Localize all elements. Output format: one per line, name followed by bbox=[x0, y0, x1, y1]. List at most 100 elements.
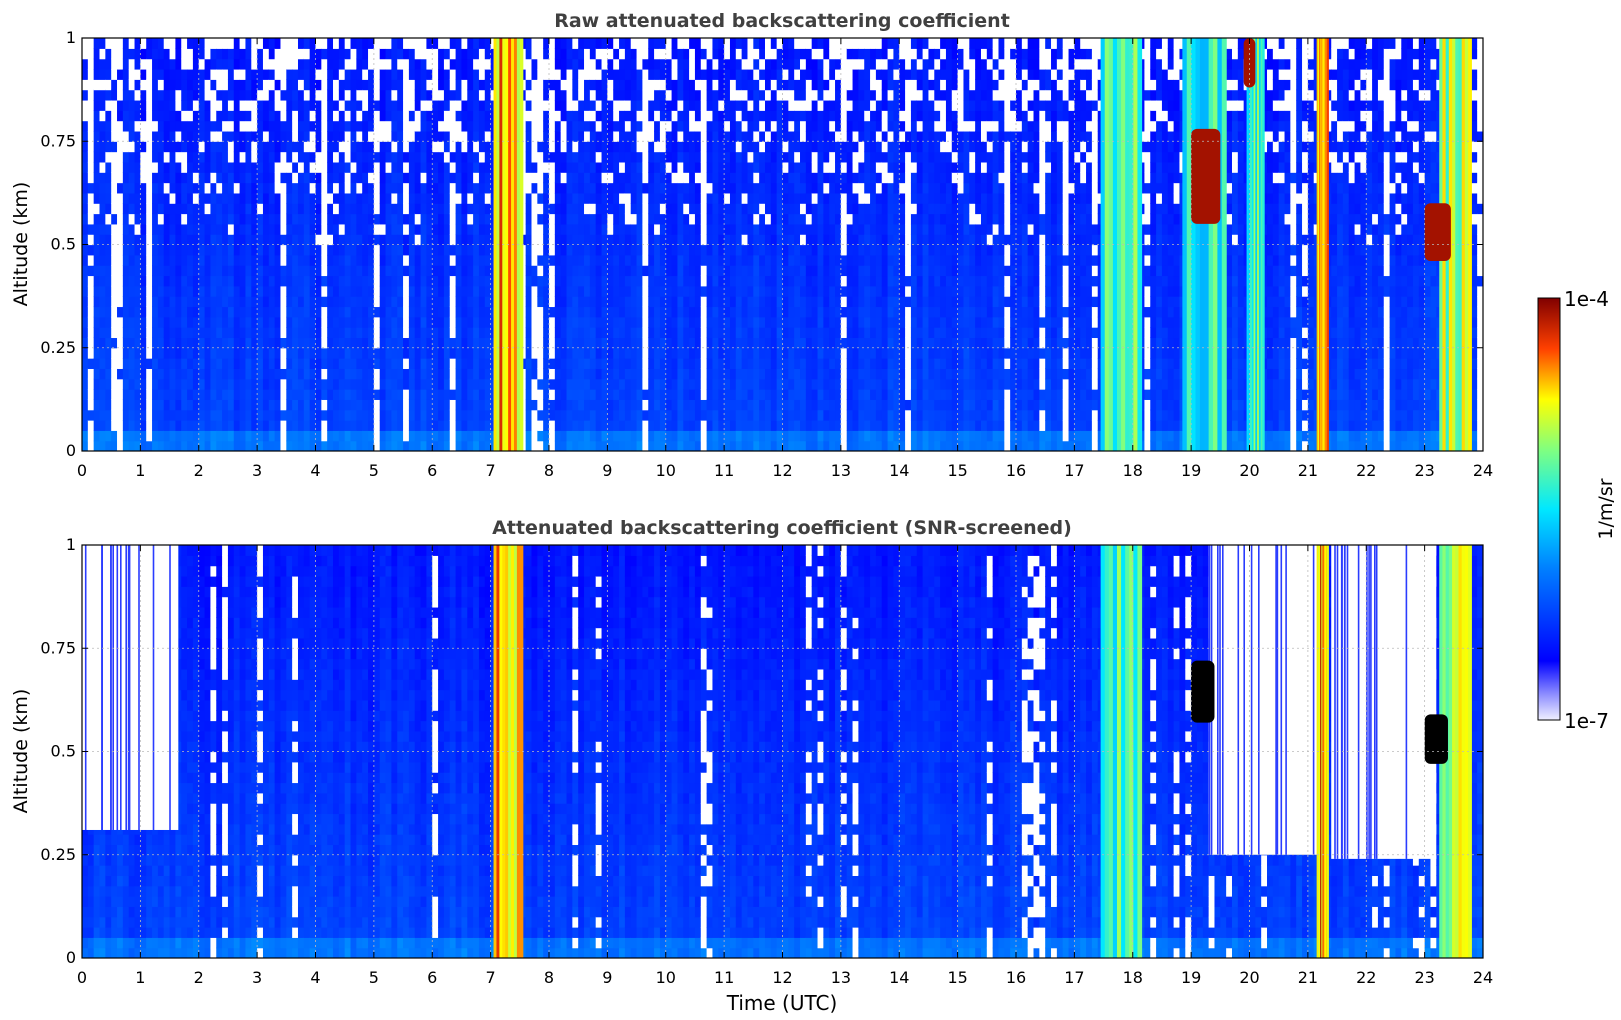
heatmap-cell bbox=[595, 306, 603, 318]
heatmap-cell bbox=[216, 337, 223, 349]
heatmap-cell bbox=[805, 430, 813, 442]
heatmap-cell bbox=[741, 141, 749, 153]
heatmap-cell bbox=[134, 203, 141, 215]
heatmap-cell bbox=[543, 420, 550, 431]
heatmap-cell bbox=[694, 79, 702, 91]
heatmap-cell bbox=[385, 223, 392, 235]
heatmap-cell bbox=[671, 48, 679, 60]
heatmap-cell bbox=[478, 48, 486, 60]
heatmap-cell bbox=[659, 440, 667, 451]
heatmap-cell bbox=[776, 244, 784, 256]
heatmap-cell bbox=[764, 99, 772, 111]
heatmap-cell bbox=[665, 316, 673, 328]
heatmap-cell bbox=[87, 265, 95, 277]
heatmap-cell bbox=[128, 244, 136, 256]
heatmap-cell bbox=[642, 358, 649, 369]
heatmap-cell bbox=[350, 213, 357, 225]
heatmap-cell bbox=[619, 192, 626, 204]
heatmap-cell bbox=[268, 368, 276, 380]
heatmap-cell bbox=[262, 38, 270, 49]
heatmap-cell bbox=[467, 68, 474, 80]
heatmap-cell bbox=[408, 244, 416, 256]
heatmap-cell bbox=[729, 151, 737, 163]
heatmap-cell bbox=[683, 89, 690, 101]
heatmap-cell bbox=[169, 172, 176, 184]
heatmap-cell bbox=[665, 265, 673, 277]
heatmap-cell bbox=[350, 296, 357, 308]
heatmap-cell bbox=[315, 430, 322, 442]
heatmap-cell bbox=[484, 409, 492, 421]
heatmap-cell bbox=[589, 244, 597, 256]
heatmap-cell bbox=[210, 161, 217, 173]
heatmap-cell bbox=[245, 389, 252, 400]
heatmap-cell bbox=[578, 130, 585, 142]
heatmap-cell bbox=[192, 120, 200, 132]
heatmap-cell bbox=[204, 161, 212, 173]
heatmap-cell bbox=[368, 130, 375, 142]
heatmap-cell bbox=[578, 89, 585, 101]
heatmap-cell bbox=[589, 38, 597, 49]
heatmap-cell bbox=[718, 79, 725, 91]
heatmap-cell bbox=[607, 296, 614, 308]
heatmap-cell bbox=[694, 430, 702, 442]
heatmap-cell bbox=[105, 254, 112, 266]
heatmap-cell bbox=[531, 48, 538, 60]
heatmap-cell bbox=[315, 223, 322, 235]
heatmap-cell bbox=[403, 254, 410, 266]
heatmap-cell bbox=[432, 182, 439, 194]
heatmap-cell bbox=[794, 430, 801, 442]
heatmap-cell bbox=[566, 399, 573, 411]
heatmap-cell bbox=[525, 275, 533, 287]
heatmap-cell bbox=[554, 265, 562, 277]
heatmap-cell bbox=[356, 316, 363, 328]
heatmap-cell bbox=[362, 378, 369, 390]
heatmap-cell bbox=[134, 223, 141, 235]
heatmap-cell bbox=[753, 38, 760, 49]
heatmap-cell bbox=[128, 420, 136, 431]
heatmap-cell bbox=[338, 254, 346, 266]
heatmap-cell bbox=[729, 399, 737, 411]
heatmap-cell bbox=[589, 110, 597, 122]
heatmap-cell bbox=[379, 420, 387, 431]
heatmap-cell bbox=[99, 378, 106, 390]
heatmap-cell bbox=[735, 141, 743, 153]
heatmap-cell bbox=[303, 120, 311, 132]
heatmap-cell bbox=[683, 316, 690, 328]
heatmap-cell bbox=[560, 234, 568, 246]
heatmap-cell bbox=[467, 409, 474, 421]
heatmap-cell bbox=[338, 430, 346, 442]
heatmap-cell bbox=[677, 99, 684, 111]
heatmap-cell bbox=[794, 244, 801, 256]
heatmap-cell bbox=[140, 130, 147, 142]
heatmap-cell bbox=[333, 399, 340, 411]
heatmap-cell bbox=[368, 254, 375, 266]
heatmap-cell bbox=[222, 213, 229, 225]
heatmap-cell bbox=[800, 58, 807, 70]
heatmap-cell bbox=[245, 79, 252, 91]
heatmap-cell bbox=[93, 440, 101, 451]
heatmap-cell bbox=[181, 79, 188, 91]
heatmap-cell bbox=[140, 234, 147, 246]
heatmap-cell bbox=[157, 151, 165, 163]
heatmap-cell bbox=[397, 327, 404, 339]
heatmap-cell bbox=[175, 172, 182, 184]
heatmap-cell bbox=[397, 89, 404, 101]
heatmap-cell bbox=[782, 409, 789, 421]
heatmap-cell bbox=[163, 38, 171, 49]
heatmap-cell bbox=[391, 368, 398, 380]
heatmap-cell bbox=[601, 296, 608, 308]
heatmap-cell bbox=[613, 172, 620, 184]
heatmap-cell bbox=[595, 254, 603, 266]
heatmap-cell bbox=[560, 48, 568, 60]
heatmap-cell bbox=[216, 79, 223, 91]
heatmap-cell bbox=[391, 378, 398, 390]
heatmap-cell bbox=[309, 182, 317, 194]
heatmap-cell bbox=[700, 203, 708, 215]
heatmap-cell bbox=[659, 389, 667, 400]
heatmap-cell bbox=[93, 316, 101, 328]
heatmap-cell bbox=[747, 79, 754, 91]
heatmap-cell bbox=[385, 389, 392, 400]
heatmap-cell bbox=[333, 378, 340, 390]
heatmap-cell bbox=[759, 316, 766, 328]
heatmap-cell bbox=[659, 265, 667, 277]
